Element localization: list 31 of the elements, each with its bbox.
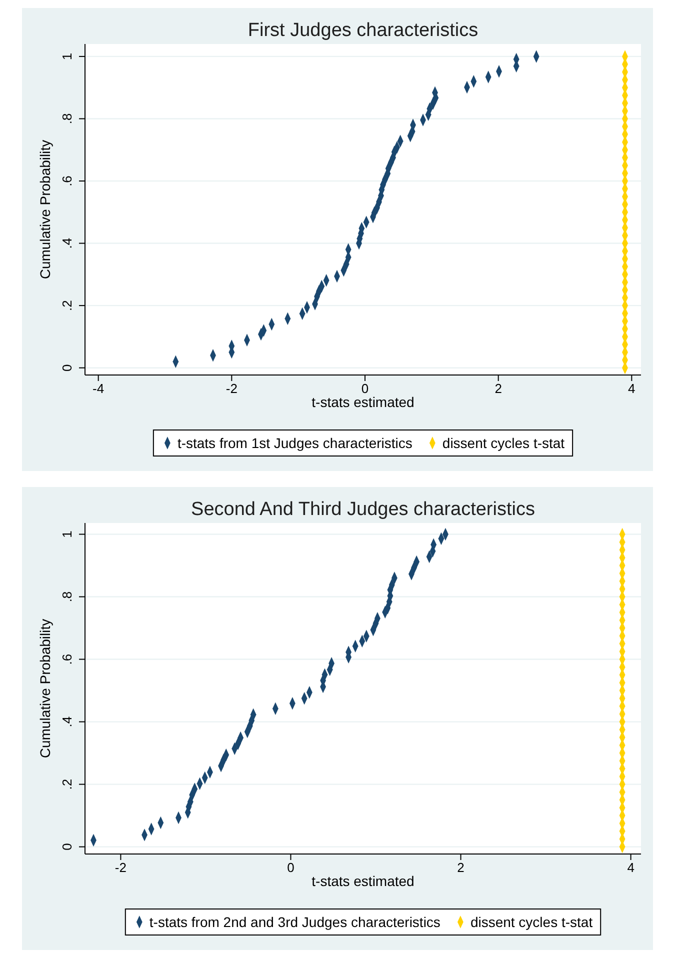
x-axis-title: t-stats estimated bbox=[312, 394, 414, 410]
x-tick-label: 4 bbox=[628, 381, 636, 396]
x-tick-label: -2 bbox=[226, 381, 238, 396]
x-tick-label: 0 bbox=[361, 381, 369, 396]
y-tick-label: .6 bbox=[60, 176, 75, 186]
y-tick-label: .8 bbox=[60, 113, 75, 124]
y-tick-label: .4 bbox=[60, 716, 75, 728]
y-tick-label: 0 bbox=[60, 364, 75, 372]
y-tick-label: .8 bbox=[60, 591, 75, 602]
x-tick-label: -2 bbox=[114, 860, 126, 876]
y-tick-label: 1 bbox=[60, 530, 75, 538]
y-axis-title: Cumulative Probability bbox=[37, 140, 53, 280]
chart-title: Second And Third Judges characteristics bbox=[191, 499, 535, 520]
y-tick-label: .2 bbox=[60, 778, 75, 790]
x-axis-title: t-stats estimated bbox=[312, 873, 414, 889]
legend-label: t-stats from 2nd and 3rd Judges characteristics bbox=[149, 914, 440, 930]
legend-label: dissent cycles t-stat bbox=[442, 434, 565, 451]
x-tick-label: -4 bbox=[92, 381, 104, 396]
chart-title: First Judges characteristics bbox=[248, 20, 478, 41]
legend-label: dissent cycles t-stat bbox=[470, 914, 593, 930]
legend-label: t-stats from 1st Judges characteristics bbox=[177, 434, 412, 451]
x-tick-label: 2 bbox=[457, 860, 464, 876]
x-tick-label: 2 bbox=[494, 381, 502, 396]
y-tick-label: .2 bbox=[60, 300, 75, 311]
y-tick-label: .4 bbox=[60, 238, 75, 249]
x-tick-label: 4 bbox=[627, 860, 634, 876]
x-tick-label: 0 bbox=[287, 860, 294, 876]
y-axis-title: Cumulative Probability bbox=[37, 618, 53, 758]
y-tick-label: 1 bbox=[60, 52, 75, 60]
y-tick-label: 0 bbox=[60, 843, 75, 850]
y-tick-label: .6 bbox=[60, 654, 75, 665]
